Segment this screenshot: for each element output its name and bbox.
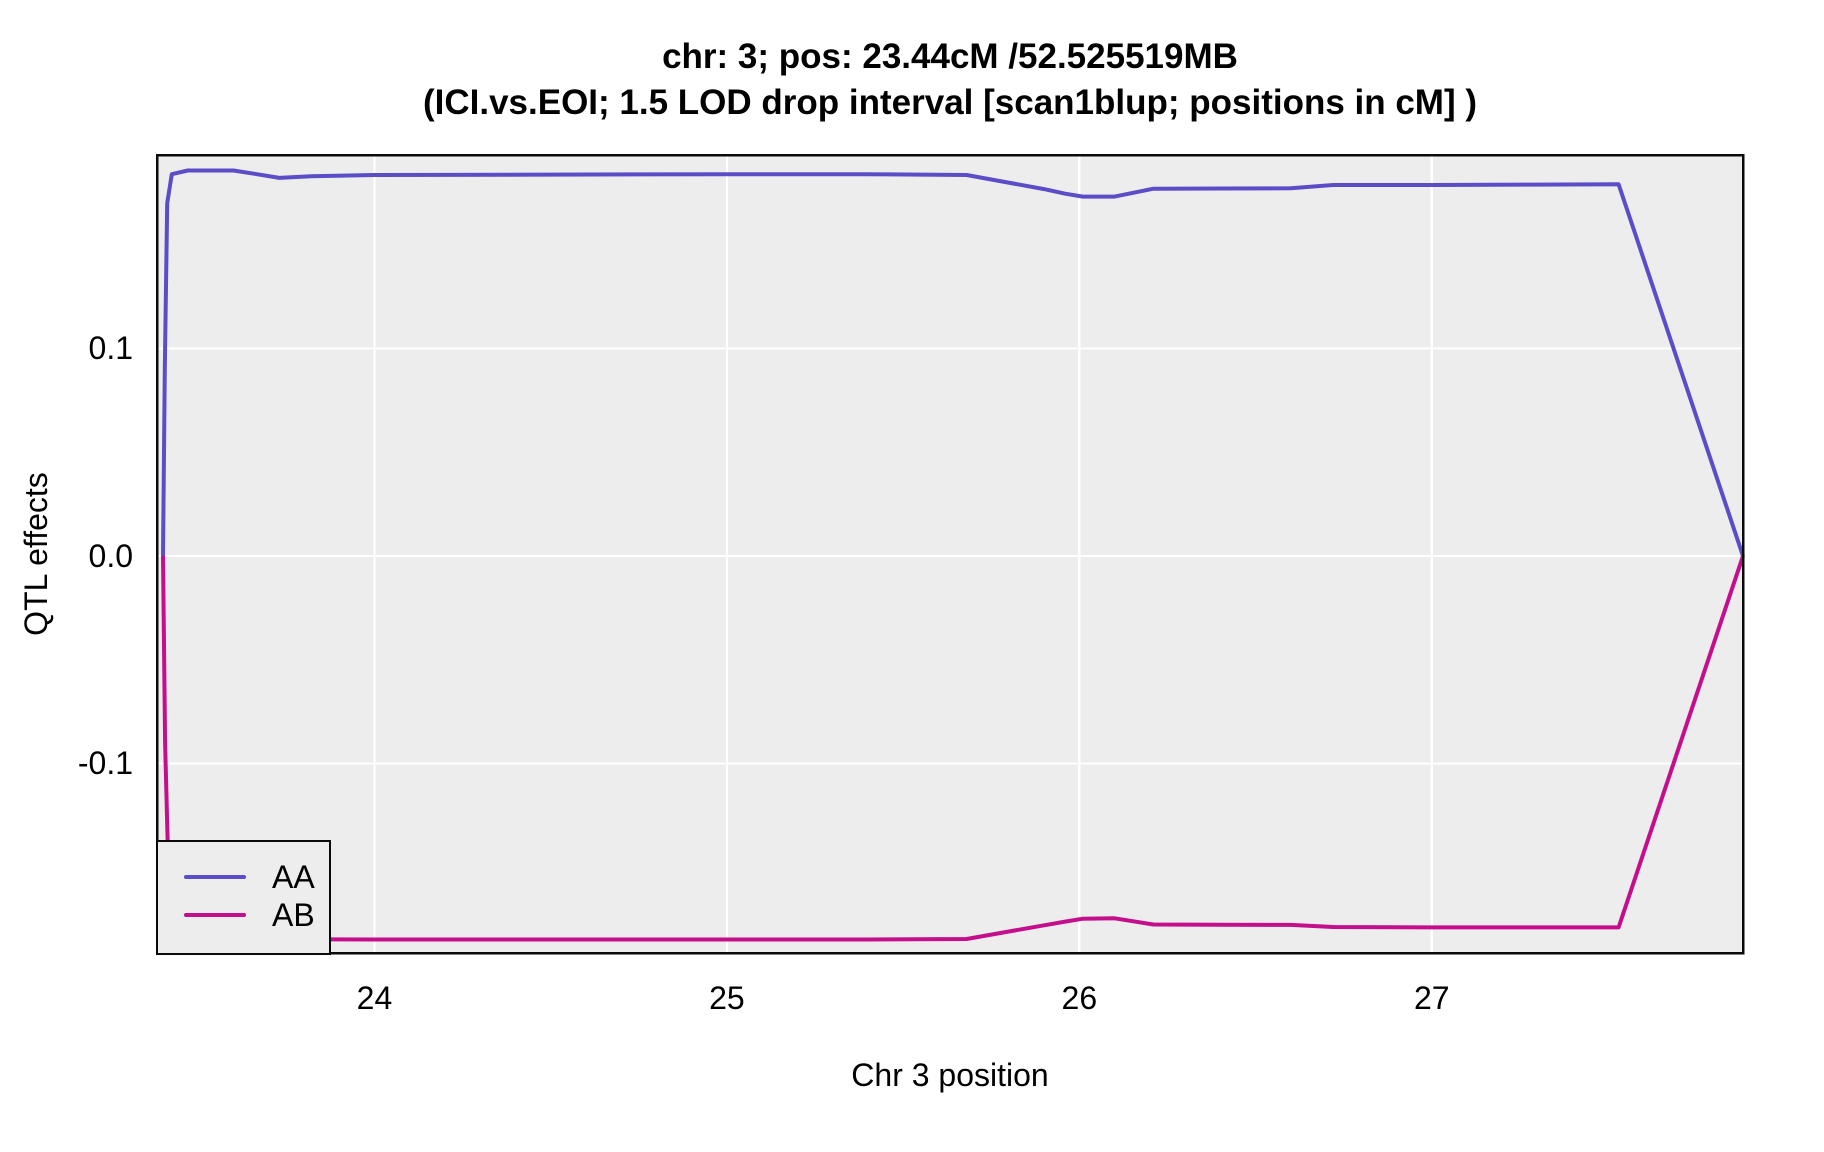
chart-title: chr: 3; pos: 23.44cM /52.525519MB bbox=[662, 37, 1238, 76]
legend-label-AB: AB bbox=[272, 896, 315, 933]
y-tick-label--0.1: -0.1 bbox=[77, 745, 133, 782]
x-axis-title: Chr 3 position bbox=[851, 1057, 1049, 1093]
x-tick-label-25: 25 bbox=[709, 980, 745, 1016]
legend-label-AA: AA bbox=[272, 858, 315, 895]
plot-border bbox=[155, 153, 1745, 955]
legend-line-sample-AB bbox=[184, 913, 246, 917]
legend-item-AB: AB bbox=[158, 896, 329, 934]
x-tick-label-24: 24 bbox=[356, 980, 393, 1016]
x-tick-label-27: 27 bbox=[1413, 980, 1450, 1016]
plot-panel bbox=[157, 155, 1743, 953]
legend: AA AB bbox=[156, 840, 331, 955]
x-tick-label-26: 26 bbox=[1061, 980, 1098, 1016]
chart-title-block: chr: 3; pos: 23.44cM /52.525519MB (ICI.v… bbox=[157, 34, 1743, 126]
series-line-AA bbox=[161, 168, 1745, 557]
y-tick-label-0.0: 0.0 bbox=[88, 537, 133, 574]
chart-subtitle: (ICI.vs.EOI; 1.5 LOD drop interval [scan… bbox=[422, 83, 1478, 122]
legend-line-sample-AA bbox=[184, 875, 246, 879]
y-tick-label-0.1: 0.1 bbox=[88, 330, 133, 367]
legend-item-AA: AA bbox=[158, 858, 329, 896]
